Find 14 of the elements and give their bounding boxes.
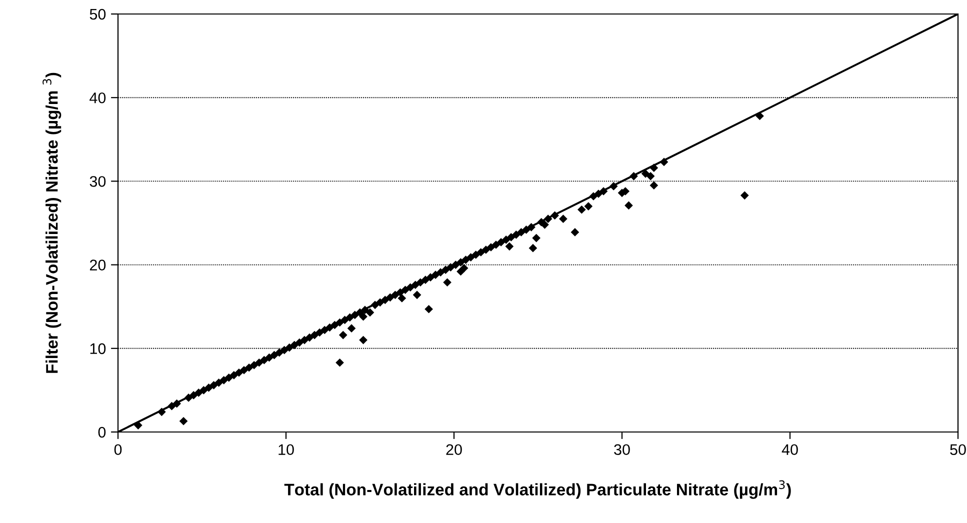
y-tick-label: 30	[90, 176, 106, 187]
x-tick-label: 40	[782, 444, 798, 456]
x-tick-label: 30	[614, 444, 630, 456]
x-axis-title: Total (Non-Volatilized and Volatilized) Particulate Nitrate (µg/m$^{3}$)	[284, 480, 791, 499]
x-tick-label: 20	[446, 444, 462, 456]
y-tick-label: 40	[90, 92, 106, 104]
y-tick-label: 0	[98, 426, 106, 438]
x-tick-label: 50	[950, 444, 966, 456]
x-tick-label: 0	[114, 444, 122, 456]
y-tick-label: 10	[90, 343, 106, 354]
y-tick-label: 50	[90, 8, 106, 20]
y-axis-title: Filter (Non-Volatilized) Nitrate (µg/m $^{3}$)	[42, 72, 62, 373]
y-tick-label: 20	[90, 260, 106, 270]
x-tick-label: 10	[278, 444, 294, 456]
